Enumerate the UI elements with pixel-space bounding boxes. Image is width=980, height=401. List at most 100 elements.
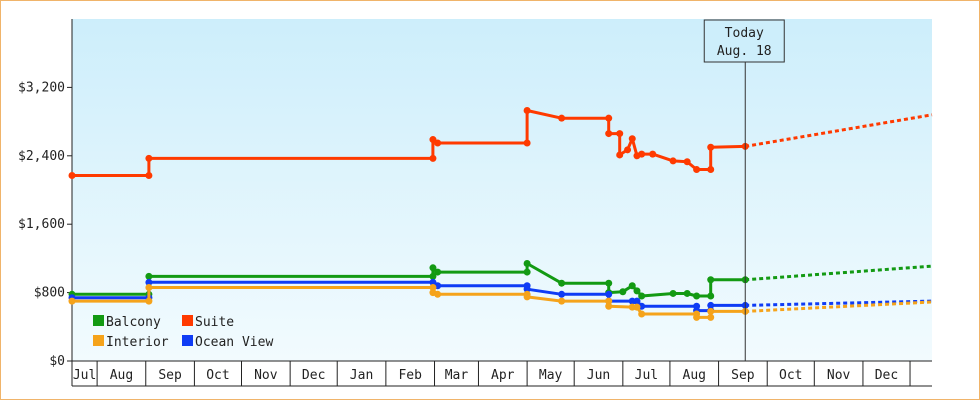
data-point xyxy=(628,282,636,290)
data-point xyxy=(633,303,641,311)
data-point xyxy=(523,268,531,276)
data-point xyxy=(633,297,641,305)
month-label: Aug xyxy=(110,368,133,383)
data-point xyxy=(638,292,646,300)
series-projection xyxy=(744,113,933,148)
month-label: Oct xyxy=(779,368,802,383)
data-point xyxy=(145,283,153,291)
data-point xyxy=(145,297,153,305)
series-projection xyxy=(745,300,933,313)
data-point xyxy=(429,154,437,162)
month-label: Sep xyxy=(158,368,182,383)
data-point xyxy=(669,289,677,297)
data-point xyxy=(434,139,442,147)
data-point xyxy=(707,165,715,173)
month-label: Nov xyxy=(827,368,851,383)
data-point xyxy=(558,114,566,122)
data-point xyxy=(605,290,613,298)
data-point xyxy=(707,276,715,284)
data-point xyxy=(558,290,566,298)
legend-swatch xyxy=(93,335,104,346)
data-point xyxy=(649,150,657,158)
data-point xyxy=(434,268,442,276)
legend-item: Ocean View xyxy=(182,335,273,350)
y-axis: $0 $800 $1,600 $2,400 $3,200 xyxy=(18,19,73,369)
y-tick-label: $0 xyxy=(49,354,65,369)
data-point xyxy=(605,130,613,138)
data-point xyxy=(669,157,677,165)
data-point xyxy=(628,135,636,143)
data-point xyxy=(145,171,153,179)
data-point xyxy=(616,130,624,138)
month-label: Jun xyxy=(587,368,610,383)
today-box xyxy=(703,19,785,63)
data-point xyxy=(558,297,566,305)
data-point xyxy=(523,106,531,114)
month-label: Sep xyxy=(731,368,755,383)
data-point xyxy=(68,297,76,305)
series-interior xyxy=(68,283,933,321)
data-point xyxy=(523,139,531,147)
legend-label: Balcony xyxy=(106,315,161,330)
legend-label: Ocean View xyxy=(195,335,273,350)
month-label: Jul xyxy=(73,368,96,383)
data-point xyxy=(145,154,153,162)
data-point xyxy=(616,151,624,159)
data-point xyxy=(683,289,691,297)
data-point xyxy=(429,283,437,291)
data-point xyxy=(633,287,641,295)
data-point xyxy=(605,297,613,305)
month-label: May xyxy=(539,368,563,383)
data-point xyxy=(638,150,646,158)
data-point xyxy=(605,279,613,287)
data-point xyxy=(707,292,715,300)
data-point xyxy=(68,171,76,179)
legend: Balcony Suite Interior Ocean View xyxy=(93,315,273,350)
data-point xyxy=(707,143,715,151)
data-point xyxy=(605,302,613,310)
x-axis: Jul Aug Sep Oct Nov Dec Jan Feb Mar Apr May Jun Jul A… xyxy=(71,360,932,387)
series-layer xyxy=(68,106,933,321)
data-point xyxy=(707,301,715,309)
data-point xyxy=(693,313,701,321)
month-label: Apr xyxy=(491,368,515,383)
month-label: Nov xyxy=(254,368,278,383)
month-label: Mar xyxy=(445,368,469,383)
data-point xyxy=(707,313,715,321)
data-point xyxy=(693,292,701,300)
data-point xyxy=(707,307,715,315)
legend-label: Suite xyxy=(195,315,234,330)
data-point xyxy=(523,293,531,301)
legend-swatch xyxy=(182,335,193,346)
data-point xyxy=(429,264,437,272)
legend-label: Interior xyxy=(106,335,169,350)
y-tick-label: $1,600 xyxy=(18,217,65,232)
series-projection xyxy=(745,264,933,282)
data-point xyxy=(638,310,646,318)
legend-swatch xyxy=(182,315,193,326)
data-point xyxy=(605,114,613,122)
legend-item: Balcony xyxy=(93,315,161,330)
data-point xyxy=(558,279,566,287)
today-label: Today xyxy=(725,26,764,41)
data-point xyxy=(683,158,691,166)
y-tick-label: $800 xyxy=(34,286,65,301)
data-point xyxy=(624,146,632,154)
month-label: Jan xyxy=(350,368,373,383)
month-label: Jul xyxy=(635,368,658,383)
y-tick-label: $2,400 xyxy=(18,149,65,164)
legend-swatch xyxy=(93,315,104,326)
data-point xyxy=(619,288,627,296)
series-projection xyxy=(745,299,933,307)
month-label: Feb xyxy=(398,368,422,383)
legend-item: Suite xyxy=(182,315,234,330)
series-suite xyxy=(68,106,933,179)
data-point xyxy=(145,272,153,280)
month-label: Dec xyxy=(875,368,898,383)
data-point xyxy=(434,290,442,298)
month-label: Dec xyxy=(302,368,325,383)
today-date-label: Aug. 18 xyxy=(717,44,772,59)
data-point xyxy=(693,165,701,173)
